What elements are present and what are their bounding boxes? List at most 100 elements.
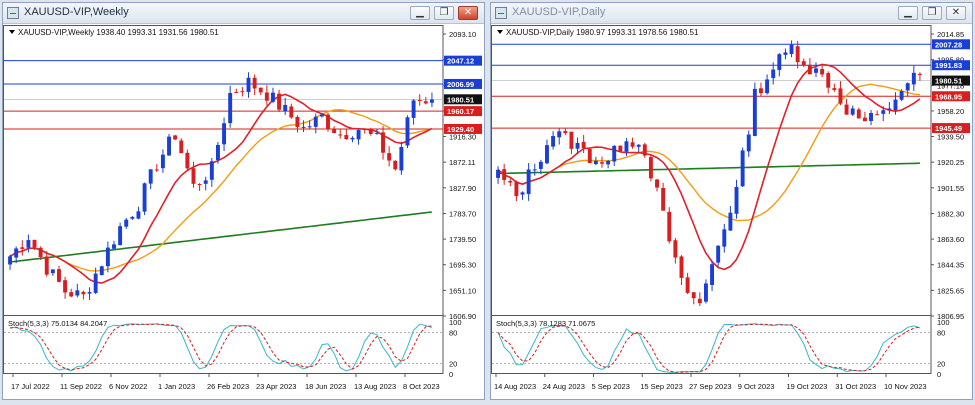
price-badge-label: 2007.28 bbox=[935, 40, 962, 49]
price-axis-label: 1863.60 bbox=[937, 235, 964, 244]
stoch-axis-label: 20 bbox=[449, 360, 457, 369]
daily-chart-window[interactable]: XAUUSD-VIP,Daily ▁ ❐ ✕ XAUUSD-VIP,Daily … bbox=[490, 2, 973, 400]
candle-body bbox=[63, 280, 68, 293]
candle-body bbox=[338, 134, 343, 136]
candle-body bbox=[307, 126, 312, 128]
candle-body bbox=[538, 161, 543, 169]
price-badge bbox=[932, 75, 970, 86]
candle-body bbox=[575, 142, 580, 149]
ma-mid-line bbox=[497, 83, 920, 222]
candle-body bbox=[295, 116, 300, 128]
candle-body bbox=[667, 211, 672, 242]
candle-body bbox=[563, 131, 568, 134]
candle-body bbox=[44, 256, 49, 275]
price-axis-label: 1995.80 bbox=[937, 56, 964, 65]
ma-slow-line bbox=[498, 162, 920, 175]
price-badge bbox=[444, 106, 482, 117]
weekly-chart-area[interactable]: XAUUSD-VIP,Weekly 1938.40 1993.31 1931.5… bbox=[3, 24, 484, 399]
candle-body bbox=[50, 269, 55, 274]
candle-body bbox=[112, 244, 116, 249]
daily-window-titlebar[interactable]: XAUUSD-VIP,Daily ▁ ❐ ✕ bbox=[491, 3, 972, 24]
stoch-axis-label: 0 bbox=[937, 370, 941, 379]
dropdown-triangle-icon bbox=[9, 30, 15, 34]
candle-body bbox=[777, 54, 782, 70]
weekly-window-titlebar[interactable]: XAUUSD-VIP,Weekly ▁ ❐ ✕ bbox=[3, 3, 484, 24]
time-axis-label: 8 Oct 2023 bbox=[403, 382, 440, 391]
candle-body bbox=[26, 240, 31, 248]
candle-body bbox=[820, 69, 825, 75]
candle-body bbox=[593, 160, 598, 165]
time-axis-label: 1 Jan 2023 bbox=[158, 382, 195, 391]
candle-body bbox=[899, 91, 904, 100]
candle-body bbox=[532, 169, 537, 171]
candle-body bbox=[271, 92, 275, 102]
stoch-label: Stoch(5,3,3) 75.0134 84.2047 bbox=[8, 319, 107, 328]
candle-body bbox=[814, 68, 818, 73]
candle-body bbox=[752, 88, 757, 136]
time-axis-label: 18 Jun 2023 bbox=[305, 382, 346, 391]
candle-body bbox=[716, 245, 721, 263]
candle-body bbox=[209, 161, 214, 180]
price-badge-label: 1980.51 bbox=[935, 77, 962, 86]
candle-body bbox=[429, 99, 434, 103]
minimize-button[interactable]: ▁ bbox=[410, 6, 430, 20]
candle-body bbox=[87, 292, 92, 294]
candle-body bbox=[838, 88, 843, 104]
stoch-axis-label: 80 bbox=[449, 328, 457, 337]
candle-body bbox=[124, 219, 129, 227]
candle-body bbox=[301, 126, 306, 128]
chart-window-icon bbox=[7, 7, 19, 19]
price-axis-label: 1977.18 bbox=[937, 81, 964, 90]
chart-header-label: XAUUSD-VIP,Daily 1980.97 1993.31 1978.56… bbox=[506, 28, 699, 37]
chart-window-icon bbox=[495, 7, 507, 19]
candle-body bbox=[832, 88, 837, 90]
candle-body bbox=[856, 109, 861, 119]
price-axis-label: 1872.11 bbox=[449, 158, 476, 167]
price-badge-label: 1929.40 bbox=[447, 125, 474, 134]
candle-body bbox=[691, 292, 696, 299]
weekly-chart-svg[interactable]: XAUUSD-VIP,Weekly 1938.40 1993.31 1931.5… bbox=[3, 24, 484, 400]
candle-body bbox=[801, 61, 806, 66]
price-axis-label: 1958.20 bbox=[937, 107, 964, 116]
daily-chart-area[interactable]: XAUUSD-VIP,Daily 1980.97 1993.31 1978.56… bbox=[491, 24, 972, 399]
restore-button[interactable]: ❐ bbox=[922, 6, 942, 20]
candle-body bbox=[648, 157, 653, 179]
candle-body bbox=[759, 88, 763, 94]
candle-body bbox=[881, 110, 886, 114]
price-badge bbox=[932, 123, 970, 134]
ma-slow-line bbox=[10, 211, 432, 263]
candle-body bbox=[869, 112, 873, 121]
candle-body bbox=[99, 266, 104, 276]
close-button[interactable]: ✕ bbox=[458, 6, 478, 20]
daily-chart-svg[interactable]: XAUUSD-VIP,Daily 1980.97 1993.31 1978.56… bbox=[491, 24, 972, 400]
candle-body bbox=[514, 181, 519, 197]
candle-body bbox=[411, 100, 416, 118]
candle-body bbox=[240, 91, 245, 93]
main-pane-frame bbox=[3, 25, 444, 317]
price-badge-label: 1960.17 bbox=[447, 107, 474, 116]
candle-body bbox=[160, 154, 165, 169]
time-axis-label: 19 Oct 2023 bbox=[787, 382, 828, 391]
price-axis-label: 1739.50 bbox=[449, 235, 476, 244]
candle-body bbox=[795, 46, 800, 63]
stoch-signal-line bbox=[10, 323, 432, 371]
time-axis-label: 10 Nov 2023 bbox=[884, 382, 927, 391]
candle-body bbox=[277, 93, 282, 110]
minimize-button[interactable]: ▁ bbox=[898, 6, 918, 20]
candle-body bbox=[569, 131, 574, 149]
candle-body bbox=[600, 162, 604, 164]
candle-body bbox=[765, 79, 770, 94]
stoch-signal-line bbox=[497, 323, 921, 373]
candle-body bbox=[362, 128, 367, 130]
candle-body bbox=[136, 211, 141, 219]
candle-body bbox=[606, 160, 611, 165]
time-axis-label: 9 Oct 2023 bbox=[738, 382, 775, 391]
candle-body bbox=[258, 87, 263, 93]
candle-body bbox=[508, 180, 513, 183]
weekly-chart-window[interactable]: XAUUSD-VIP,Weekly ▁ ❐ ✕ XAUUSD-VIP,Weekl… bbox=[2, 2, 485, 400]
candle-body bbox=[228, 93, 233, 124]
close-button[interactable]: ✕ bbox=[946, 6, 966, 20]
restore-button[interactable]: ❐ bbox=[434, 6, 454, 20]
window-title: XAUUSD-VIP,Daily bbox=[512, 6, 606, 18]
candle-body bbox=[246, 77, 251, 93]
